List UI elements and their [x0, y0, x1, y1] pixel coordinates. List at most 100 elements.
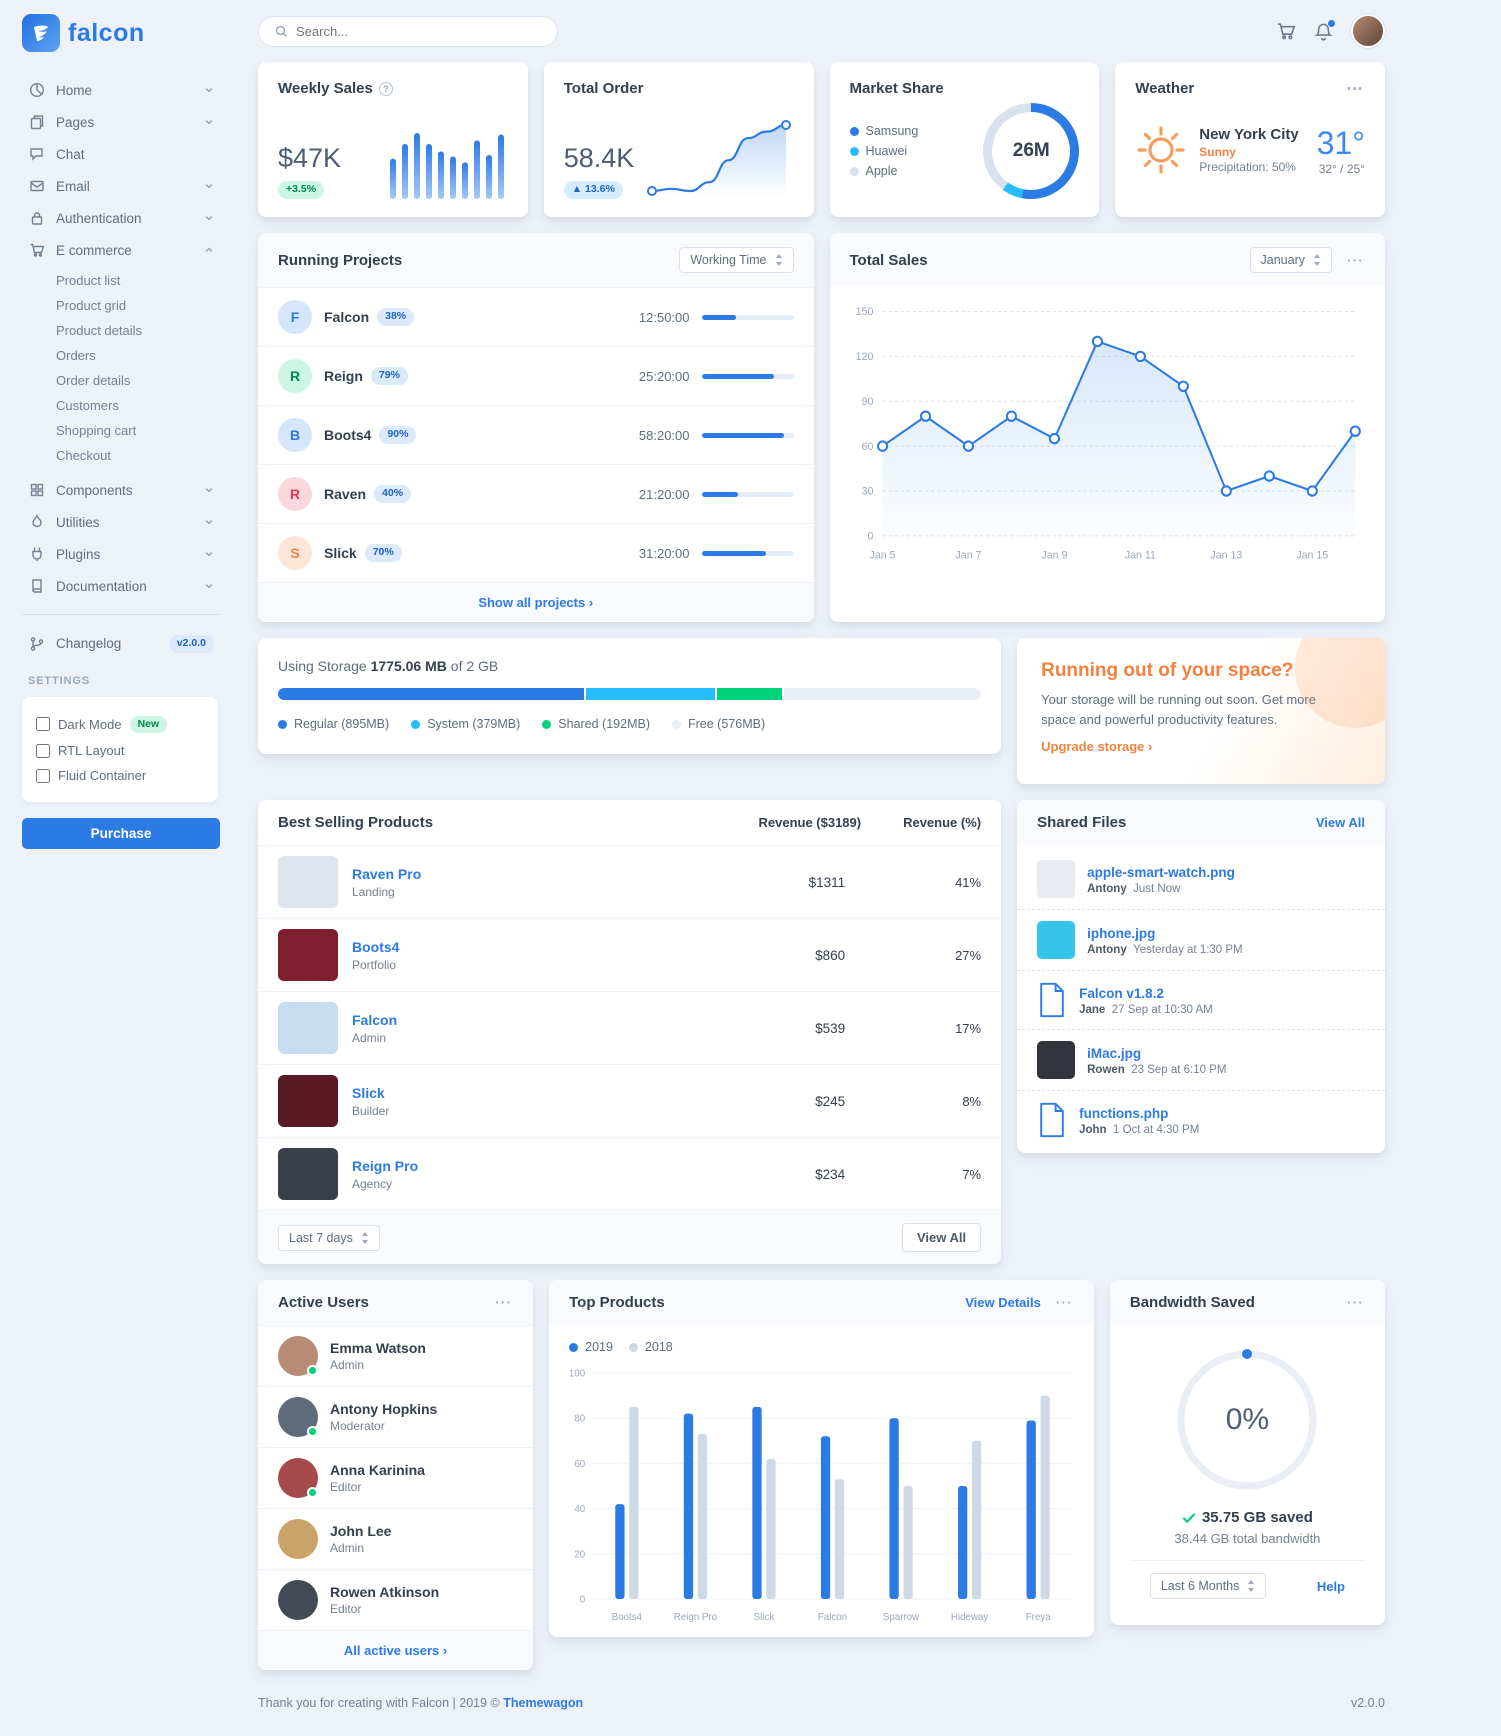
sidebar-item-utilities[interactable]: Utilities [22, 506, 220, 538]
avatar[interactable] [278, 1519, 318, 1559]
avatar[interactable] [278, 1336, 318, 1376]
brand-logo[interactable]: falcon [22, 14, 220, 52]
sidebar-subitem[interactable]: Product list [56, 268, 220, 293]
market-share-legend: Samsung Huawei Apple [849, 121, 918, 181]
dark-mode-checkbox[interactable] [36, 717, 50, 732]
project-name[interactable]: Boots4 [324, 426, 372, 443]
sidebar-item-components[interactable]: Components [22, 474, 220, 506]
avatar[interactable] [278, 1458, 318, 1498]
card-menu-button[interactable]: ⋯ [1346, 1293, 1365, 1312]
project-name[interactable]: Reign [324, 367, 363, 384]
file-name-link[interactable]: Falcon v1.8.2 [1079, 985, 1164, 1001]
user-name-link[interactable]: Antony Hopkins [330, 1401, 438, 1417]
avatar[interactable] [278, 1580, 318, 1620]
file-thumbnail[interactable] [1037, 1041, 1076, 1079]
card-menu-button[interactable]: ⋯ [1346, 79, 1365, 98]
file-name-link[interactable]: iMac.jpg [1087, 1045, 1142, 1061]
month-select[interactable]: January [1249, 247, 1332, 273]
themewagon-link[interactable]: Themewagon [503, 1696, 584, 1710]
user-name-link[interactable]: John Lee [330, 1523, 392, 1539]
last-6-months-select[interactable]: Last 6 Months [1149, 1573, 1267, 1599]
purchase-button[interactable]: Purchase [22, 818, 220, 850]
product-thumbnail[interactable] [278, 1148, 338, 1200]
card-menu-button[interactable]: ⋯ [1346, 250, 1365, 270]
working-time-select[interactable]: Working Time [679, 247, 794, 273]
rtl-layout-toggle[interactable]: RTL Layout [34, 738, 206, 763]
sidebar-item-changelog[interactable]: Changelog v2.0.0 [22, 627, 220, 661]
sidebar-item-documentation[interactable]: Documentation [22, 570, 220, 602]
user-name-link[interactable]: Emma Watson [330, 1340, 426, 1356]
user-name-link[interactable]: Rowen Atkinson [330, 1584, 440, 1600]
svg-text:0: 0 [580, 1594, 586, 1605]
legend-label: Regular (895MB) [294, 717, 390, 731]
sidebar-item-chat[interactable]: Chat [22, 138, 220, 170]
user-name-link[interactable]: Anna Karinina [330, 1462, 425, 1478]
file-name-link[interactable]: iphone.jpg [1087, 925, 1156, 941]
file-owner[interactable]: Antony [1087, 882, 1127, 895]
product-name-link[interactable]: Slick [352, 1084, 385, 1101]
sidebar-item-ecommerce[interactable]: E commerce [22, 234, 220, 266]
product-name-link[interactable]: Reign Pro [352, 1157, 419, 1174]
info-icon[interactable]: ? [378, 81, 393, 96]
legend-dot [849, 146, 859, 156]
product-revenue: $234 [815, 1166, 846, 1182]
project-name[interactable]: Falcon [324, 308, 370, 325]
project-row[interactable]: R Raven 40% 21:20:00 [258, 464, 814, 523]
search-input[interactable] [296, 23, 541, 39]
project-row[interactable]: R Reign 79% 25:20:00 [258, 346, 814, 405]
sidebar-subitem[interactable]: Checkout [56, 443, 220, 468]
search-box[interactable] [258, 15, 558, 47]
sidebar-subitem[interactable]: Customers [56, 393, 220, 418]
help-link[interactable]: Help [1316, 1578, 1345, 1594]
legend-dot [849, 166, 859, 176]
last-7-days-select[interactable]: Last 7 days [278, 1224, 380, 1251]
project-row[interactable]: S Slick 70% 31:20:00 [258, 523, 814, 582]
sidebar-subitem[interactable]: Shopping cart [56, 418, 220, 443]
sidebar-item-authentication[interactable]: Authentication [22, 202, 220, 234]
view-details-link[interactable]: View Details [965, 1295, 1041, 1310]
sidebar-item-pages[interactable]: Pages [22, 106, 220, 138]
project-name[interactable]: Slick [324, 544, 357, 561]
sidebar-item-plugins[interactable]: Plugins [22, 538, 220, 570]
svg-text:120: 120 [855, 351, 873, 363]
product-thumbnail[interactable] [278, 1075, 338, 1127]
card-menu-button[interactable]: ⋯ [494, 1293, 514, 1312]
product-thumbnail[interactable] [278, 929, 338, 981]
file-thumbnail[interactable] [1037, 921, 1076, 959]
file-thumbnail[interactable] [1037, 860, 1076, 898]
sidebar-subitem[interactable]: Product details [56, 318, 220, 343]
card-menu-button[interactable]: ⋯ [1054, 1293, 1074, 1312]
file-owner[interactable]: Rowen [1087, 1063, 1125, 1076]
upgrade-storage-link[interactable]: Upgrade storage › [1041, 739, 1153, 754]
product-name-link[interactable]: Falcon [352, 1011, 398, 1028]
user-avatar[interactable] [1351, 14, 1385, 48]
file-owner[interactable]: Jane [1079, 1003, 1106, 1016]
sidebar-subitem[interactable]: Orders [56, 343, 220, 368]
avatar[interactable] [278, 1397, 318, 1437]
product-thumbnail[interactable] [278, 856, 338, 908]
sidebar-item-email[interactable]: Email [22, 170, 220, 202]
bell-icon[interactable] [1314, 19, 1335, 41]
sidebar-item-home[interactable]: Home [22, 74, 220, 106]
fluid-container-toggle[interactable]: Fluid Container [34, 763, 206, 788]
project-row[interactable]: F Falcon 38% 12:50:00 [258, 287, 814, 346]
rtl-layout-checkbox[interactable] [36, 743, 50, 758]
product-thumbnail[interactable] [278, 1002, 338, 1054]
project-row[interactable]: B Boots4 90% 58:20:00 [258, 405, 814, 464]
sidebar-subitem[interactable]: Product grid [56, 293, 220, 318]
project-name[interactable]: Raven [324, 485, 367, 502]
view-all-button[interactable]: View All [901, 1223, 982, 1252]
sidebar-subitem[interactable]: Order details [56, 368, 220, 393]
file-name-link[interactable]: functions.php [1079, 1105, 1169, 1121]
show-all-projects-link[interactable]: Show all projects › [258, 582, 814, 622]
all-active-users-link[interactable]: All active users › [258, 1630, 534, 1670]
product-name-link[interactable]: Raven Pro [352, 865, 422, 882]
file-owner[interactable]: John [1079, 1123, 1107, 1136]
cart-icon[interactable] [1276, 21, 1296, 41]
product-name-link[interactable]: Boots4 [352, 938, 400, 955]
file-name-link[interactable]: apple-smart-watch.png [1087, 864, 1235, 880]
shared-files-view-all-link[interactable]: View All [1315, 815, 1365, 830]
fluid-container-checkbox[interactable] [36, 768, 50, 783]
file-owner[interactable]: Antony [1087, 943, 1127, 956]
dark-mode-toggle[interactable]: Dark Mode New [34, 711, 206, 739]
